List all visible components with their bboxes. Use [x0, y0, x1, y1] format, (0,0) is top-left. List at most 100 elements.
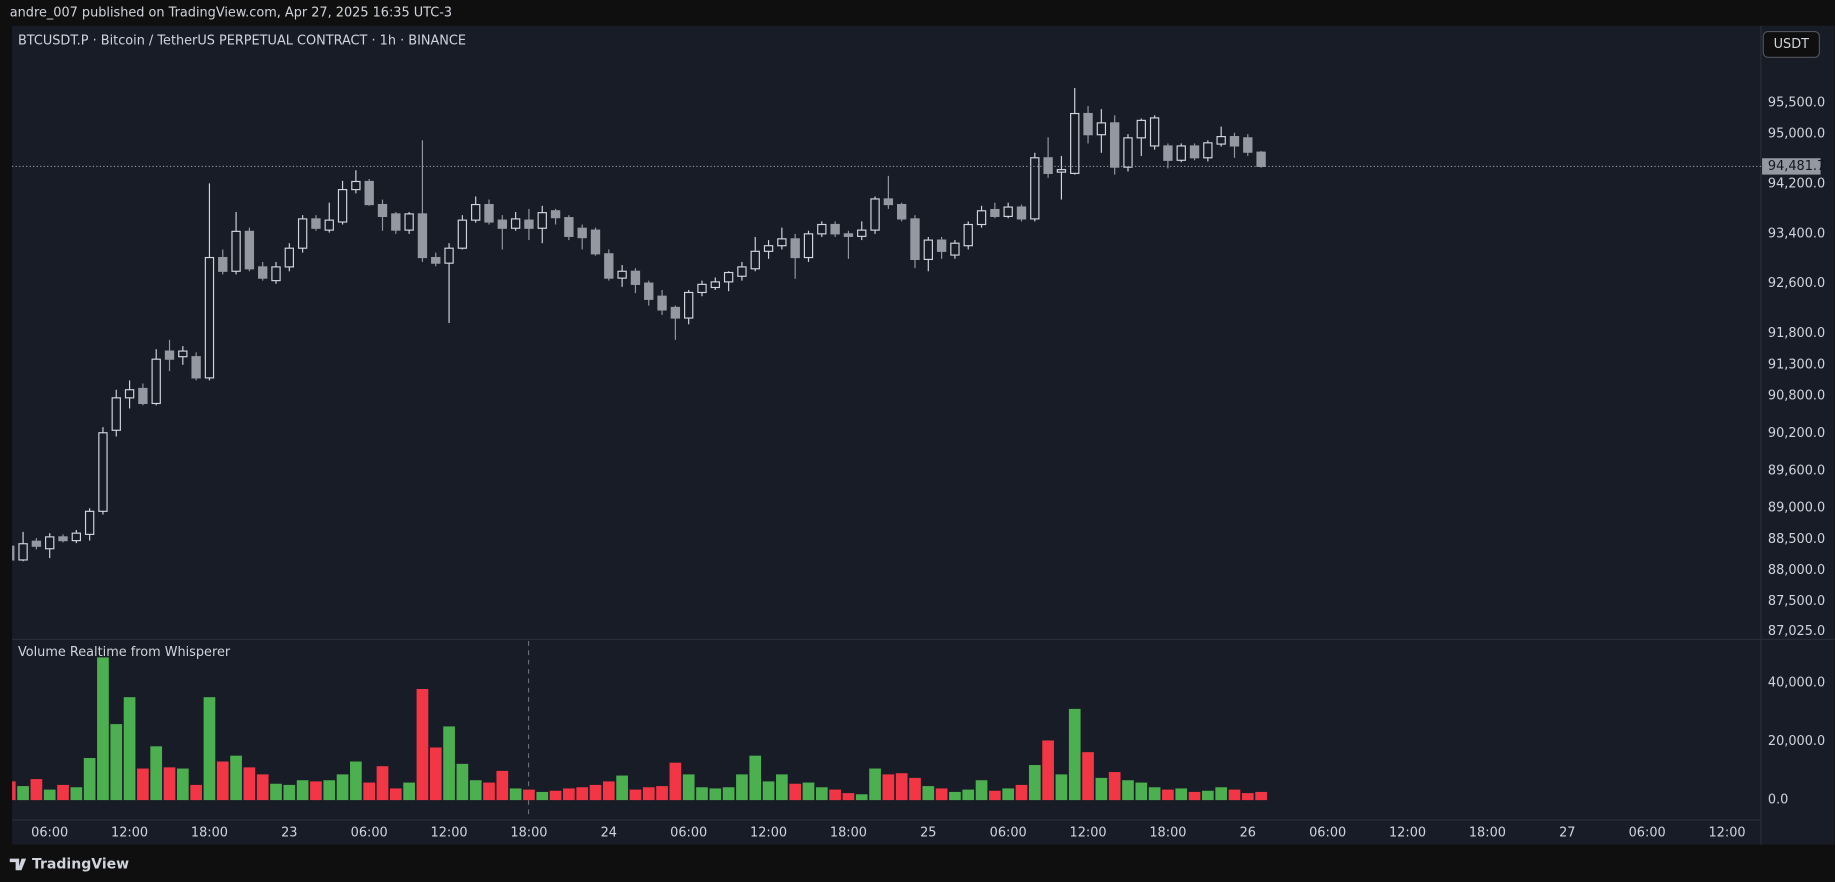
volume-bar [350, 761, 362, 801]
tv-logo [9, 858, 27, 871]
volume-bar [815, 787, 828, 801]
candle-body [497, 219, 507, 229]
symbol-title: BTCUSDT.P · Bitcoin / TetherUS PERPETUAL… [18, 33, 466, 48]
candle-body [537, 212, 547, 229]
volume-bar [403, 782, 415, 801]
volume-bar [203, 697, 216, 801]
candle-body [577, 227, 587, 239]
candle-body [1176, 145, 1186, 161]
candle-body [550, 210, 561, 219]
volume-bar [216, 761, 229, 801]
volume-bar [536, 791, 549, 801]
volume-bar [749, 755, 762, 801]
price-tick-label: 89,600.0 [1768, 463, 1825, 478]
volume-bar [1135, 782, 1148, 801]
volume-bar [1162, 789, 1174, 801]
volume-bar [190, 784, 202, 801]
candle-body [31, 540, 42, 547]
candle-body [883, 198, 894, 206]
volume-bar [336, 774, 349, 801]
price-tick-label: 90,800.0 [1768, 388, 1825, 403]
time-tick-label: 06:00 [990, 825, 1027, 840]
candle-body [897, 203, 907, 220]
currency-label[interactable]: USDT [1774, 37, 1809, 52]
candle-body [84, 510, 95, 535]
volume-bar [83, 758, 96, 801]
volume-bar [17, 786, 29, 801]
volume-title: Volume Realtime from Whisperer [18, 645, 231, 660]
volume-bar [310, 781, 322, 801]
price-tick-label: 90,200.0 [1768, 426, 1825, 441]
volume-bar [163, 767, 176, 801]
time-tick-label: 18:00 [830, 825, 867, 840]
volume-bar [256, 774, 269, 801]
volume-bar [1188, 791, 1201, 801]
volume-bar [1055, 774, 1068, 801]
volume-bar [150, 746, 163, 801]
candle-body [670, 306, 681, 319]
volume-bar [722, 787, 735, 801]
candle-body [244, 230, 255, 270]
candle-body [284, 247, 294, 268]
time-tick-label: 06:00 [670, 825, 707, 840]
volume-bar [589, 784, 602, 801]
time-tick-label: 25 [920, 825, 936, 840]
candle-body [1030, 157, 1040, 220]
candle-body [1109, 122, 1120, 168]
volume-bar [389, 788, 402, 801]
candle-body [1163, 145, 1173, 161]
volume-bar [496, 770, 509, 801]
volume-bar [97, 657, 109, 801]
volume-bar [363, 782, 376, 801]
candle-body [976, 210, 987, 226]
volume-tick-label: 0.0 [1768, 793, 1788, 808]
candle-body [857, 229, 867, 237]
candle-body [444, 247, 454, 264]
volume-tick-label: 40,000.0 [1768, 676, 1825, 691]
candle-body [1256, 151, 1266, 168]
volume-bar [509, 788, 522, 801]
candle-body [1003, 206, 1013, 217]
volume-bar [1042, 740, 1054, 801]
candle-body [830, 223, 840, 235]
candle-body [617, 270, 627, 279]
candle-body [936, 239, 947, 252]
volume-bar [829, 789, 841, 801]
volume-bar [855, 794, 868, 801]
candle-body [124, 389, 135, 399]
volume-bar [962, 789, 975, 801]
volume-bar [416, 688, 429, 801]
candle-body [1229, 136, 1240, 147]
time-tick-label: 12:00 [111, 825, 148, 840]
price-tick-label: 88,000.0 [1768, 563, 1825, 578]
volume-bar [43, 789, 56, 801]
candle-body [1056, 169, 1067, 173]
candle-body [218, 256, 228, 272]
volume-bar [1228, 789, 1241, 801]
volume-bar [616, 775, 628, 801]
candle-body [271, 266, 281, 282]
candle-body [337, 189, 348, 223]
volume-bar [869, 768, 881, 801]
price-tick-label: 92,600.0 [1768, 276, 1825, 291]
volume-bar [882, 774, 895, 801]
currency-button[interactable] [1762, 30, 1820, 58]
price-tick-label: 87,025.0 [1768, 624, 1825, 639]
candle-body [1016, 206, 1027, 220]
candle-body [231, 230, 241, 272]
volume-bar [1068, 708, 1081, 801]
volume-bar [270, 783, 282, 801]
volume-bar [1215, 787, 1228, 801]
volume-bar [842, 793, 855, 801]
candle-body [710, 281, 720, 289]
candle-body [630, 270, 641, 285]
time-tick-label: 12:00 [431, 825, 468, 840]
price-tick-label: 95,000.0 [1768, 127, 1825, 142]
volume-bar [137, 768, 149, 801]
price-tick-label: 95,500.0 [1768, 95, 1825, 110]
candle-body [950, 242, 960, 256]
volume-bar [789, 783, 802, 801]
candle-body [18, 543, 28, 561]
volume-bar [549, 790, 562, 801]
